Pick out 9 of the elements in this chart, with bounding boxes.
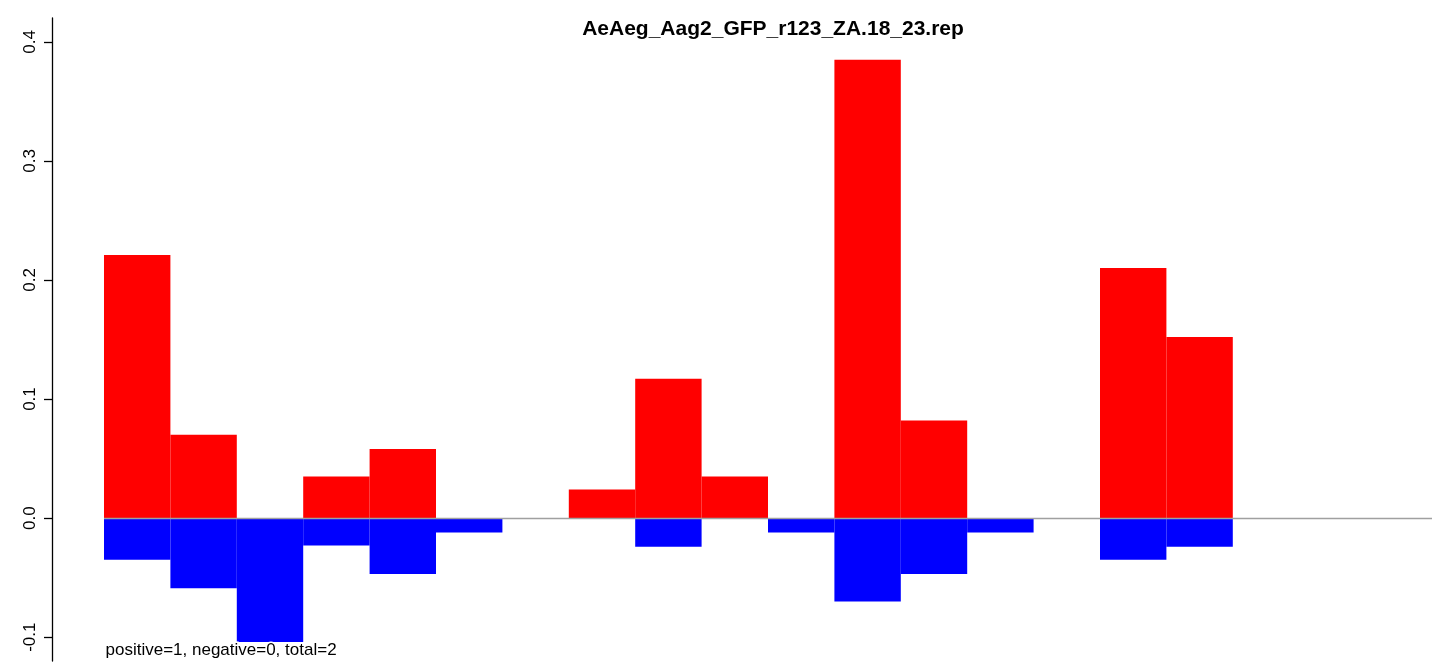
y-tick-label: 0.3 [20, 149, 39, 173]
y-tick-label: 0.1 [20, 387, 39, 411]
y-tick-label: 0.0 [20, 506, 39, 530]
y-tick-label: 0.4 [20, 29, 39, 54]
y-tick-label: 0.2 [20, 268, 39, 292]
y-tick-label: -0.1 [20, 622, 39, 652]
annotation: positive=1, negative=0, total=2 [105, 639, 337, 659]
bar [635, 518, 702, 547]
chart-title: AeAeg_Aag2_GFP_r123_ZA.18_23.rep [582, 16, 964, 39]
